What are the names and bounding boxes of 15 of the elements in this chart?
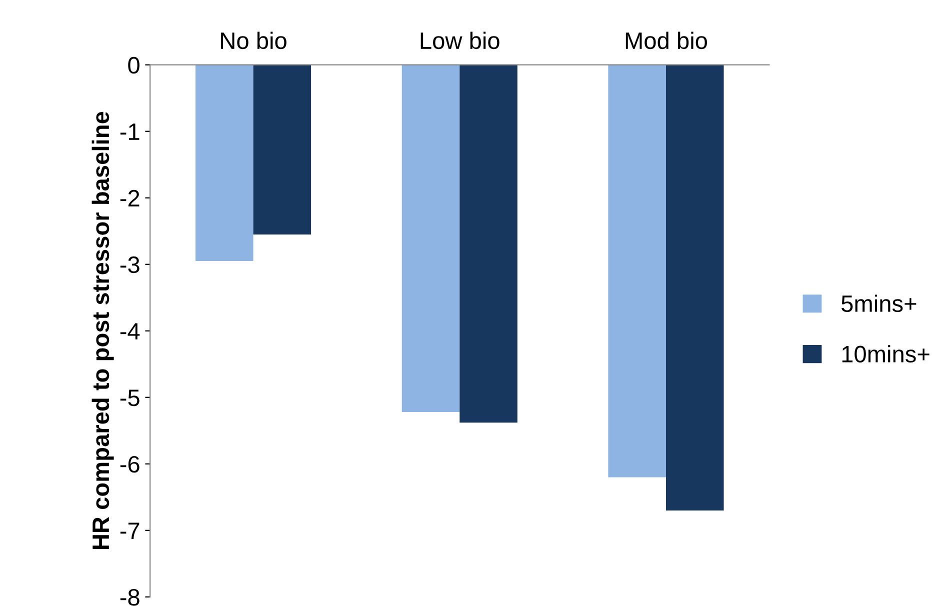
x-tick-label: No bio [221, 32, 286, 50]
y-tick-label: -1 [120, 124, 140, 140]
y-tick-label: -7 [120, 522, 140, 539]
y-tick-label: -2 [120, 190, 140, 206]
x-tick-label: Low bio [420, 32, 500, 50]
y-tick-label: -5 [120, 390, 140, 406]
y-tick-label: -3 [120, 256, 140, 274]
y-tick-label: 0 [128, 56, 140, 74]
legend-label: 10mins+ [842, 345, 930, 363]
y-tick-label: -8 [120, 588, 140, 606]
x-tick-label: Mod bio [626, 32, 707, 50]
y-tick-label: -6 [120, 456, 140, 473]
legend-label: 5mins+ [842, 294, 916, 312]
y-axis-title: HR compared to post stressor baseline [92, 112, 114, 550]
y-tick-label: -4 [120, 323, 140, 340]
